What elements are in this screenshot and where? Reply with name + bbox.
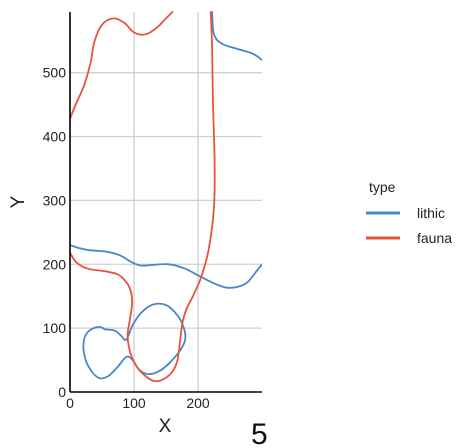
panel-label: 5 — [251, 418, 268, 448]
legend-title: type — [369, 179, 396, 195]
tick-labels: 0 100 200 0 100 200 300 400 500 — [43, 65, 210, 411]
axes — [69, 12, 262, 393]
series-line-fauna — [70, 11, 174, 120]
y-tick-label: 100 — [43, 320, 67, 336]
y-tick-label: 500 — [43, 65, 67, 81]
series-line-lithic — [211, 11, 262, 61]
legend-label-lithic: lithic — [417, 205, 445, 221]
series-line-lithic — [70, 244, 262, 289]
y-tick-label: 0 — [58, 384, 66, 400]
x-tick-label: 100 — [122, 395, 146, 411]
legend-label-fauna: fauna — [417, 230, 452, 246]
y-tick-label: 200 — [43, 256, 67, 272]
x-tick-label: 0 — [66, 395, 74, 411]
y-axis-title: Y — [8, 195, 29, 208]
legend: type lithic fauna — [366, 179, 452, 246]
series-line-fauna — [70, 11, 216, 383]
plot-series — [70, 11, 262, 383]
grid — [70, 12, 262, 392]
x-axis-title: X — [159, 416, 172, 437]
y-tick-label: 400 — [43, 129, 67, 145]
series-line-lithic — [82, 302, 187, 380]
y-tick-label: 300 — [43, 192, 67, 208]
x-tick-label: 200 — [186, 395, 210, 411]
